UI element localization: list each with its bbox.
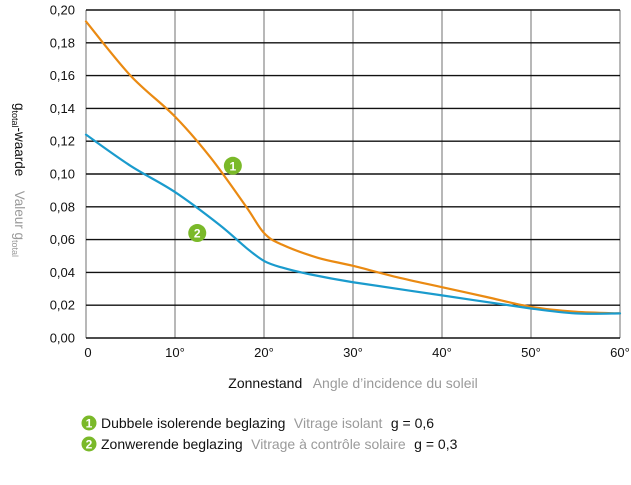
x-tick-label: 50° xyxy=(521,345,541,360)
series-badge-number-2: 2 xyxy=(194,227,201,241)
legend-text-1: Dubbele isolerende beglazing Vitrage iso… xyxy=(101,415,434,432)
legend-value-2: g = 0,3 xyxy=(414,436,457,452)
series-badge-number-1: 1 xyxy=(230,159,237,173)
x-axis-label-main: Zonnestand xyxy=(228,375,302,391)
y-tick-label: 0,20 xyxy=(50,3,75,18)
legend-text-2: Zonwerende beglazing Vitrage à contrôle … xyxy=(101,436,458,453)
legend-main-2: Zonwerende beglazing xyxy=(101,436,243,452)
series-badge-2 xyxy=(188,224,207,243)
x-tick-label: 40° xyxy=(432,345,452,360)
legend-badge-1 xyxy=(81,415,97,431)
x-axis-label-alt: Angle d’incidence du soleil xyxy=(313,375,478,391)
y-tick-label: 0,08 xyxy=(50,199,75,214)
series-line-2 xyxy=(84,133,622,315)
legend-item-2: 2 Zonwerende beglazing Vitrage à contrôl… xyxy=(81,436,458,453)
y-axis-label-main-rest: -waarde xyxy=(12,128,27,177)
legend: 1 Dubbele isolerende beglazing Vitrage i… xyxy=(81,415,458,453)
tick-labels: 0,00 0,02 0,04 0,06 0,08 0,10 0,12 0,14 0,16 0,18… xyxy=(50,3,630,361)
y-axis-label-main: g xyxy=(12,103,27,111)
legend-badge-1-number: 1 xyxy=(86,417,93,431)
grid xyxy=(85,9,621,339)
legend-main-1: Dubbele isolerende beglazing xyxy=(101,415,285,431)
y-tick-label: 0,04 xyxy=(50,265,75,280)
legend-alt-1: Vitrage isolant xyxy=(294,415,383,431)
y-axis-label: gtotal-waarde Valeur gtotal xyxy=(10,103,28,257)
y-axis-label-alt: Valeur g xyxy=(12,191,27,240)
y-axis-label-alt-sub: total xyxy=(10,240,20,257)
y-tick-label: 0,18 xyxy=(50,35,75,50)
series-badges: 12 xyxy=(188,156,242,243)
y-tick-label: 0,14 xyxy=(50,101,75,116)
series-badge-1 xyxy=(223,156,242,175)
y-tick-label: 0,06 xyxy=(50,232,75,247)
x-tick-label: 30° xyxy=(343,345,363,360)
legend-value-1: g = 0,6 xyxy=(391,415,434,431)
legend-item-1: 1 Dubbele isolerende beglazing Vitrage i… xyxy=(81,415,434,432)
legend-badge-2-number: 2 xyxy=(86,438,93,452)
y-axis-label-main-sub: total xyxy=(10,110,20,127)
y-tick-label: 0,00 xyxy=(50,331,75,346)
y-tick-label: 0,10 xyxy=(50,167,75,182)
y-tick-label: 0,12 xyxy=(50,134,75,149)
x-axis-label: Zonnestand Angle d’incidence du soleil xyxy=(228,375,477,392)
x-tick-label: 10° xyxy=(165,345,185,360)
series-lines xyxy=(84,20,622,315)
x-tick-label: 20° xyxy=(254,345,274,360)
legend-alt-2: Vitrage à contrôle solaire xyxy=(251,436,406,452)
y-tick-label: 0,16 xyxy=(50,68,75,83)
x-tick-label: 0 xyxy=(84,345,91,360)
y-tick-label: 0,02 xyxy=(50,298,75,313)
x-tick-label: 60° xyxy=(610,345,630,360)
series-line-1 xyxy=(84,20,622,315)
legend-badge-2 xyxy=(81,436,97,452)
